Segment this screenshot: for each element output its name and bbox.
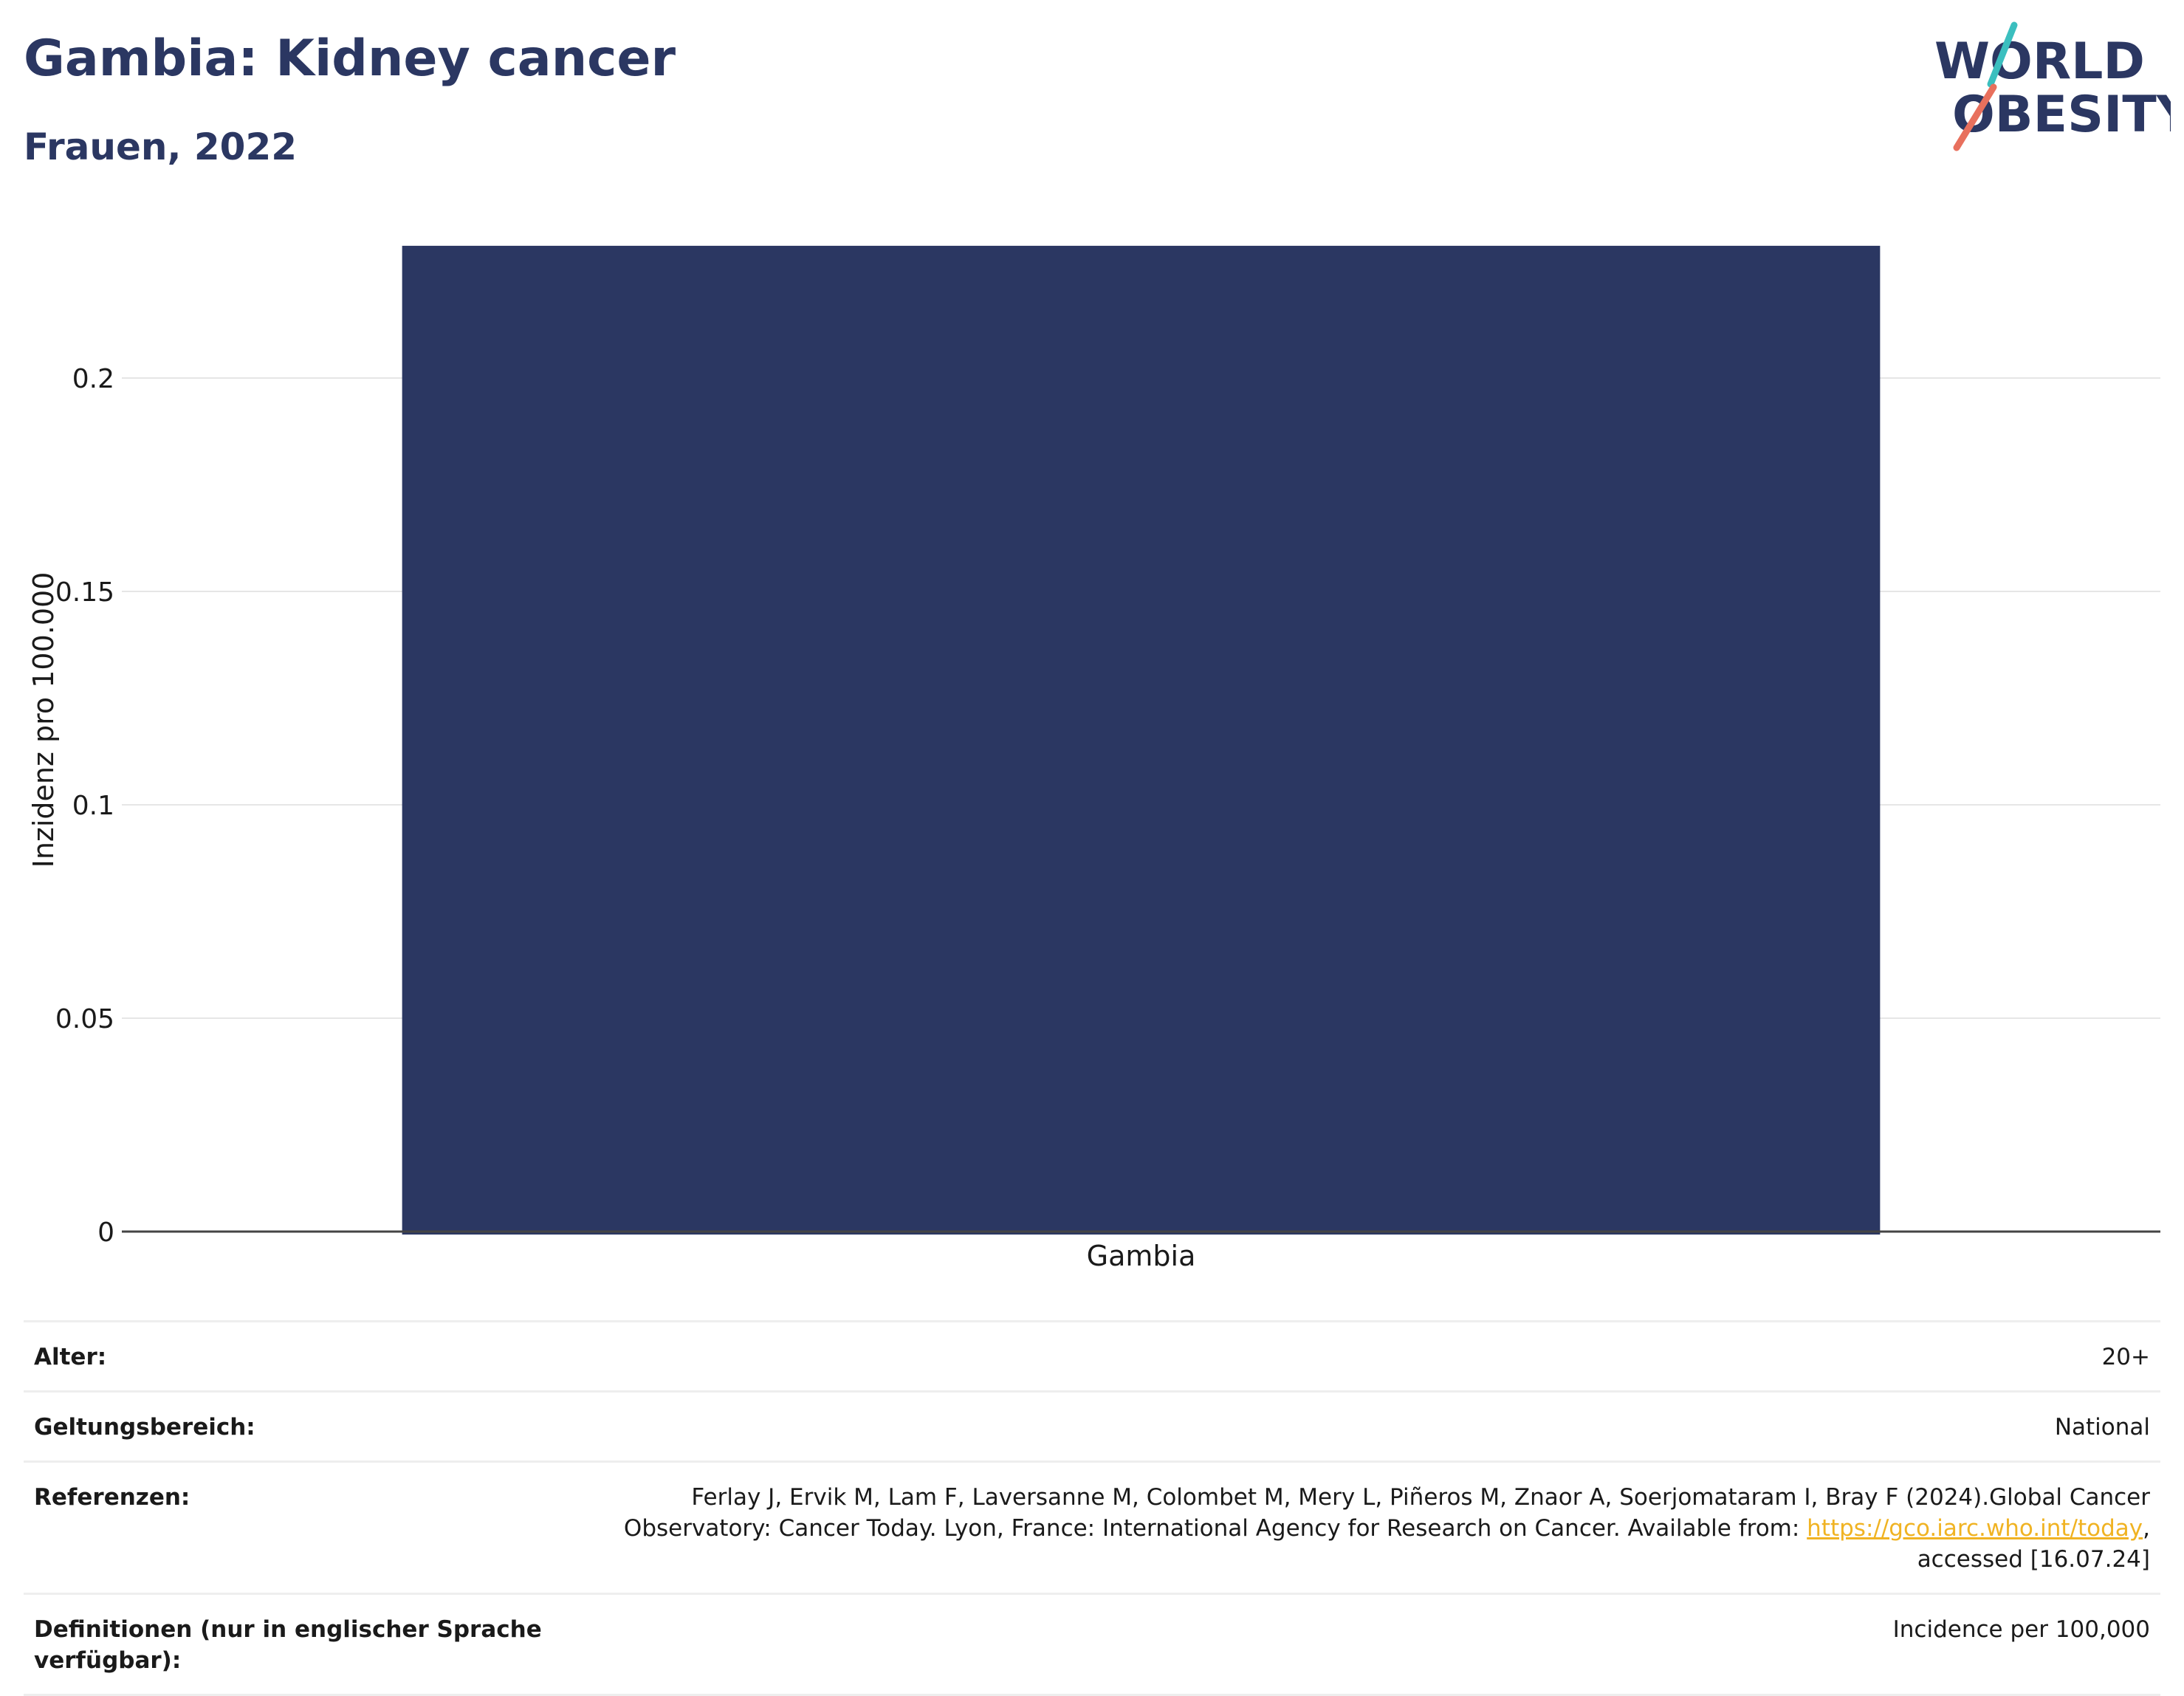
meta-row-references: Referenzen: Ferlay J, Ervik M, Lam F, La… [24, 1460, 2160, 1593]
chart-subtitle: Frauen, 2022 [24, 126, 298, 168]
y-tick-label: 0.1 [72, 791, 114, 821]
reference-accessed: , accessed [16.07.24] [1917, 1515, 2150, 1573]
y-tick-label: 0.05 [55, 1004, 114, 1034]
logo-word-world: WORLD [1934, 32, 2145, 91]
y-axis-label: Inzidenz pro 100.000 [27, 572, 60, 868]
meta-value: Ferlay J, Ervik M, Lam F, Laversanne M, … [600, 1482, 2150, 1575]
meta-label: Alter: [34, 1344, 107, 1370]
bars [402, 245, 1881, 1235]
world-obesity-logo: WORLD OBESITY [1934, 21, 2171, 151]
meta-value: Incidence per 100,000 [1892, 1616, 2150, 1643]
y-tick-label: 0 [97, 1218, 114, 1248]
reference-link[interactable]: https://gco.iarc.who.int/today [1807, 1515, 2143, 1542]
meta-row-scope: Geltungsbereich: National [24, 1390, 2160, 1460]
bar-chart: 0 0.05 0.1 0.15 0.2 Gambia Inzidenz pro 100.0… [27, 245, 2160, 1272]
meta-label: Geltungsbereich: [34, 1414, 255, 1441]
meta-label: Referenzen: [34, 1484, 190, 1511]
logo-slash-coral [1953, 83, 1997, 151]
chart-title: Gambia: Kidney cancer [24, 30, 676, 88]
axes: 0 0.05 0.1 0.15 0.2 Gambia [55, 364, 2160, 1272]
reference-text: Ferlay J, Ervik M, Lam F, Laversanne M, … [623, 1484, 2150, 1542]
logo-slash-teal [1987, 21, 2018, 88]
y-tick-label: 0.15 [55, 577, 114, 608]
meta-label: Definitionen (nur in englischer Sprache … [34, 1616, 542, 1674]
meta-row-age: Alter: 20+ [24, 1320, 2160, 1390]
meta-value: National [2054, 1414, 2150, 1441]
metadata-table: Alter: 20+ Geltungsbereich: National Ref… [24, 1320, 2160, 1696]
meta-value: 20+ [2101, 1344, 2150, 1370]
x-tick-label: Gambia [1087, 1240, 1196, 1272]
y-tick-label: 0.2 [72, 364, 114, 394]
meta-row-definitions: Definitionen (nur in englischer Sprache … [24, 1593, 2160, 1696]
bar-gambia[interactable] [402, 245, 1881, 1235]
